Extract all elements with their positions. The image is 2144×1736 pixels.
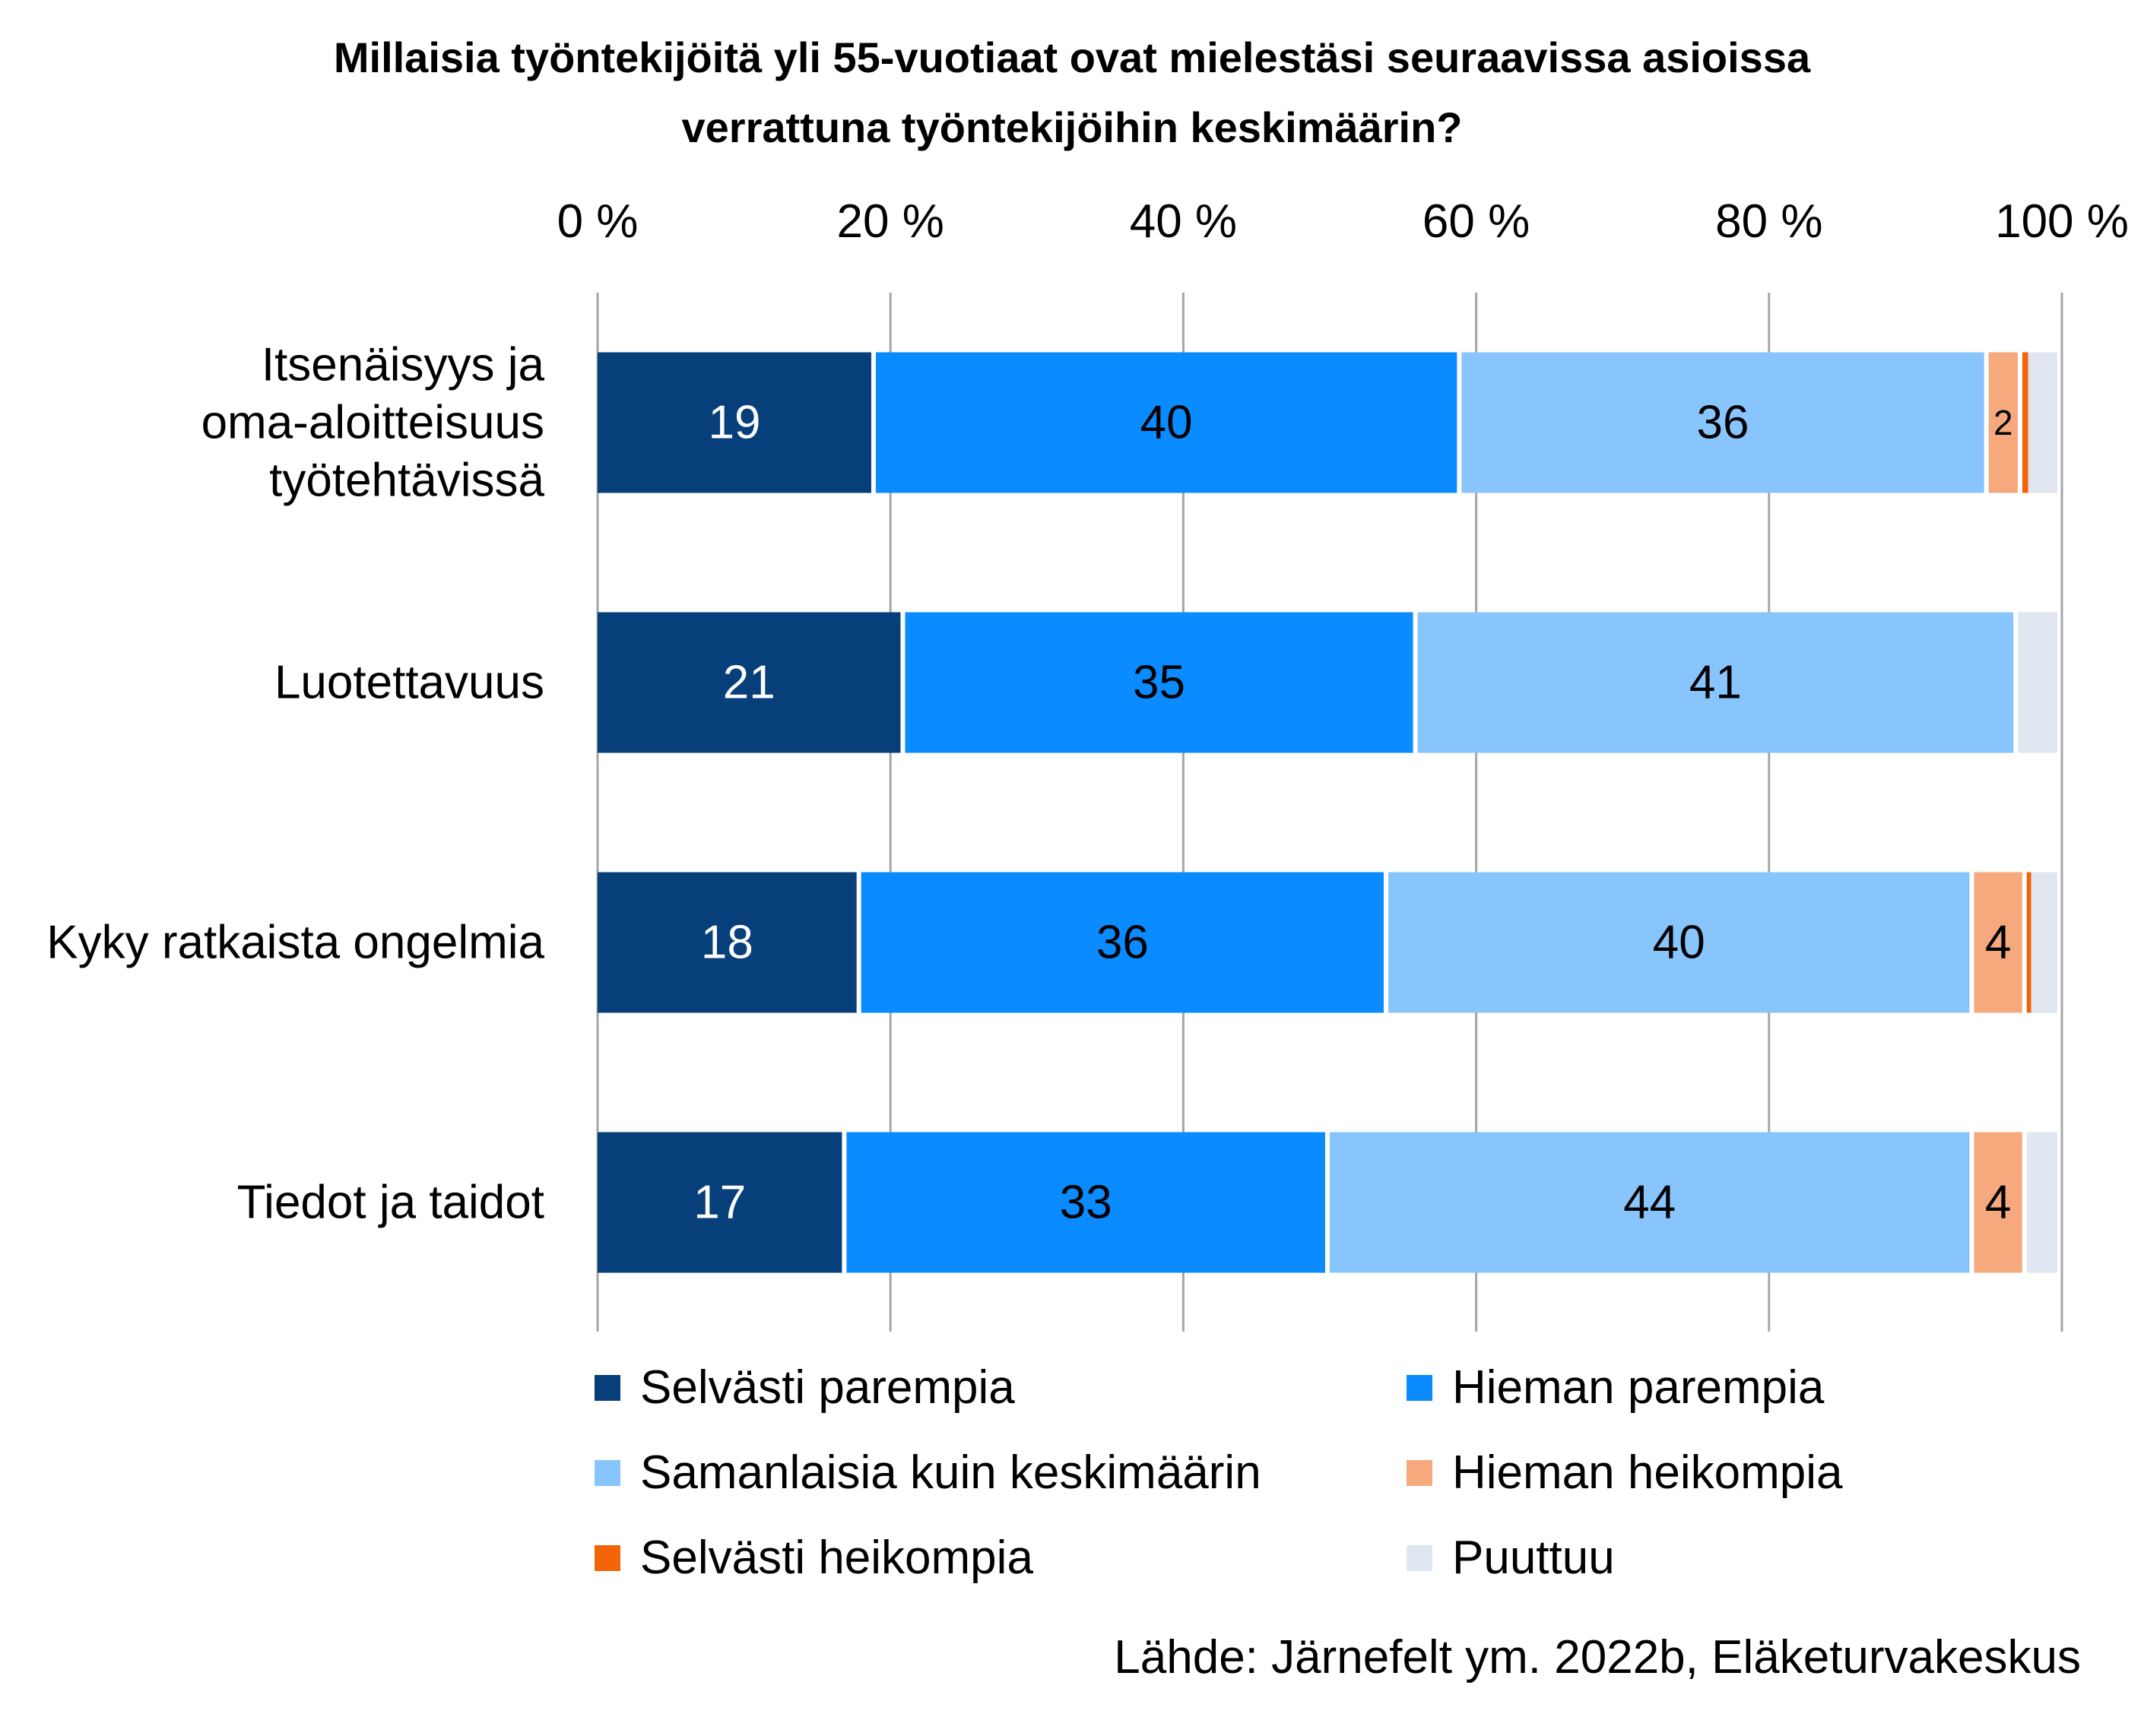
bar-segment: [598, 1132, 842, 1273]
bar-segment: [598, 352, 871, 493]
legend-label: Hieman parempia: [1452, 1361, 1825, 1414]
legend-swatch: [595, 1544, 620, 1571]
bar-segment: [846, 1132, 1325, 1273]
data-label: 18: [701, 917, 753, 969]
legend-label: Hieman heikompia: [1452, 1446, 1843, 1499]
data-label: 4: [1985, 917, 2011, 969]
legend-label: Samanlaisia kuin keskimäärin: [640, 1446, 1261, 1499]
stacked-bar-chart: 0 % 20 % 40 % 60 % 80 % 100 % Itsenäisyys ja om…: [46, 195, 2129, 1332]
legend-label: Selvästi parempia: [640, 1361, 1015, 1414]
legend-swatch: [595, 1374, 620, 1401]
data-label: 4: [1985, 1177, 2011, 1229]
bar-segment: [1461, 352, 1984, 493]
bar-segment: [1417, 612, 2014, 753]
x-tick-label: 100 %: [1995, 195, 2129, 248]
legend-swatch: [1407, 1374, 1432, 1401]
bar-segment: [2028, 352, 2057, 493]
legend-swatch: [595, 1459, 620, 1486]
legend-item-hieman-parempia: Hieman parempia: [1407, 1361, 1824, 1414]
data-label: 17: [693, 1177, 746, 1229]
data-label: 44: [1623, 1177, 1676, 1229]
bar-segment: [598, 872, 857, 1013]
data-label: 36: [1697, 397, 1749, 449]
bar-segment: [905, 612, 1413, 753]
data-label: 40: [1140, 397, 1193, 449]
legend-label: Selvästi heikompia: [640, 1532, 1033, 1584]
data-label: 33: [1060, 1177, 1112, 1229]
x-tick-label: 20 %: [837, 195, 944, 248]
category-label: Luotettavuus: [274, 657, 544, 709]
data-label: 36: [1096, 917, 1149, 969]
bar-segment: [2026, 872, 2031, 1013]
chart-title-line-2: verrattuna työntekijöihin keskimäärin?: [681, 103, 1463, 151]
legend-item-hieman-heikompia: Hieman heikompia: [1407, 1446, 1842, 1500]
bar-segment: [861, 872, 1384, 1013]
data-label: 21: [723, 657, 775, 709]
bar-segment: [1988, 352, 2018, 493]
bar-segment: [875, 352, 1457, 493]
chart-title: Millaisia työntekijöitä yli 55-vuotiaat …: [0, 23, 2144, 163]
source-note: Lähde: Järnefelt ym. 2022b, Eläketurvake…: [1114, 1631, 2081, 1684]
legend-swatch: [1407, 1544, 1432, 1571]
bar-segment: [1974, 1132, 2022, 1273]
bar-segment: [1330, 1132, 1970, 1273]
data-label: 41: [1689, 657, 1742, 709]
legend-swatch: [1407, 1459, 1432, 1486]
data-label: 19: [708, 397, 760, 449]
x-tick-label: 0 %: [557, 195, 639, 248]
category-label: Itsenäisyys ja: [262, 339, 545, 391]
legend-item-selvasti-heikompia: Selvästi heikompia: [595, 1531, 1033, 1585]
legend-item-samanlaisia: Samanlaisia kuin keskimäärin: [595, 1446, 1261, 1500]
bar-segment: [2022, 352, 2028, 493]
bar-segment: [1388, 872, 1970, 1013]
bar-segment: [2026, 1132, 2057, 1273]
category-label: Kyky ratkaista ongelmia: [46, 917, 544, 969]
data-label: 35: [1133, 657, 1185, 709]
bar-segment: [1974, 872, 2022, 1013]
chart-title-line-1: Millaisia työntekijöitä yli 55-vuotiaat …: [333, 33, 1811, 81]
data-label: 40: [1653, 917, 1705, 969]
x-tick-label: 40 %: [1130, 195, 1237, 248]
category-label: Tiedot ja taidot: [237, 1177, 544, 1229]
x-tick-label: 80 %: [1715, 195, 1822, 248]
category-label: työtehtävissä: [269, 455, 544, 507]
category-label: oma-aloitteisuus: [201, 397, 544, 449]
x-tick-label: 60 %: [1422, 195, 1530, 248]
legend-label: Puuttuu: [1452, 1532, 1615, 1584]
bar-segment: [598, 612, 901, 753]
legend-item-selvasti-parempia: Selvästi parempia: [595, 1361, 1015, 1414]
bar-segment: [2018, 612, 2057, 753]
bar-segment: [2031, 872, 2057, 1013]
legend-item-puuttuu: Puuttuu: [1407, 1531, 1615, 1585]
data-label: 2: [1993, 403, 2013, 442]
